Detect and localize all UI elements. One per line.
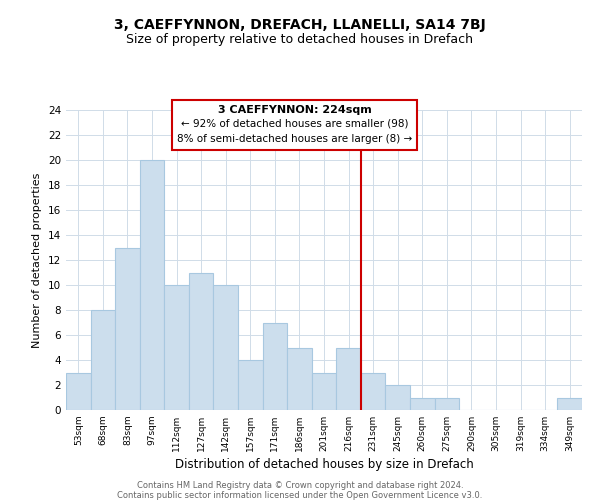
- Bar: [312, 372, 336, 410]
- Bar: [66, 372, 91, 410]
- Bar: [214, 285, 238, 410]
- Bar: [557, 398, 582, 410]
- Bar: [189, 272, 214, 410]
- Bar: [385, 385, 410, 410]
- Bar: [91, 310, 115, 410]
- Text: 3, CAEFFYNNON, DREFACH, LLANELLI, SA14 7BJ: 3, CAEFFYNNON, DREFACH, LLANELLI, SA14 7…: [114, 18, 486, 32]
- Text: Size of property relative to detached houses in Drefach: Size of property relative to detached ho…: [127, 32, 473, 46]
- Bar: [336, 348, 361, 410]
- FancyBboxPatch shape: [172, 100, 418, 150]
- Bar: [263, 322, 287, 410]
- Bar: [361, 372, 385, 410]
- Text: Contains HM Land Registry data © Crown copyright and database right 2024.: Contains HM Land Registry data © Crown c…: [137, 481, 463, 490]
- X-axis label: Distribution of detached houses by size in Drefach: Distribution of detached houses by size …: [175, 458, 473, 471]
- Bar: [164, 285, 189, 410]
- Text: ← 92% of detached houses are smaller (98): ← 92% of detached houses are smaller (98…: [181, 118, 408, 128]
- Bar: [287, 348, 312, 410]
- Bar: [140, 160, 164, 410]
- Text: 3 CAEFFYNNON: 224sqm: 3 CAEFFYNNON: 224sqm: [218, 105, 371, 115]
- Y-axis label: Number of detached properties: Number of detached properties: [32, 172, 43, 348]
- Text: 8% of semi-detached houses are larger (8) →: 8% of semi-detached houses are larger (8…: [177, 134, 412, 144]
- Bar: [434, 398, 459, 410]
- Bar: [410, 398, 434, 410]
- Bar: [115, 248, 140, 410]
- Text: Contains public sector information licensed under the Open Government Licence v3: Contains public sector information licen…: [118, 491, 482, 500]
- Bar: [238, 360, 263, 410]
